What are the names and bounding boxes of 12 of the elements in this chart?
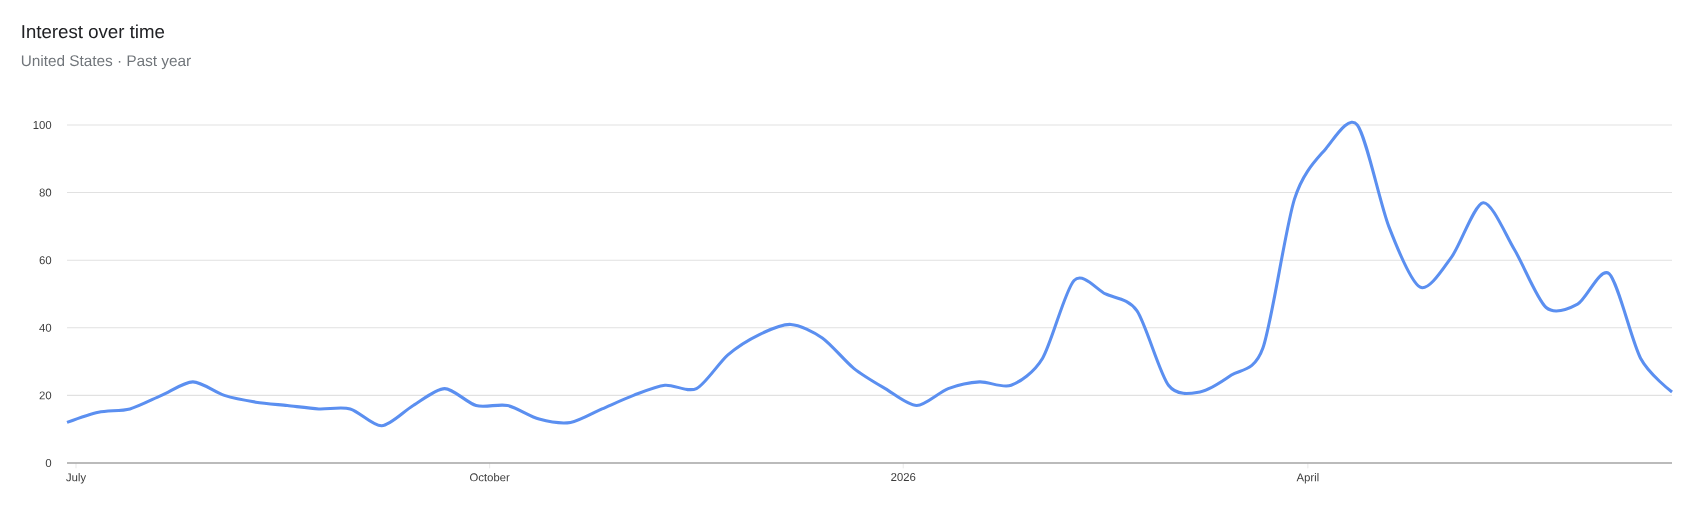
chart-title: Interest over time — [22, 24, 165, 39]
x-tick-label: April — [1296, 473, 1319, 484]
x-tick-label: October — [470, 473, 510, 482]
x-tick-label: July — [66, 473, 87, 484]
x-tick-label: 2026 — [891, 473, 916, 482]
y-tick-label: 40 — [39, 323, 52, 332]
y-tick-label: 0 — [45, 458, 52, 467]
y-tick-label: 20 — [39, 391, 52, 400]
y-tick-label: 100 — [33, 120, 52, 129]
y-tick-label: 80 — [39, 188, 52, 197]
chart-subtitle: United States · Past year — [21, 54, 191, 70]
y-tick-label: 60 — [39, 256, 52, 265]
